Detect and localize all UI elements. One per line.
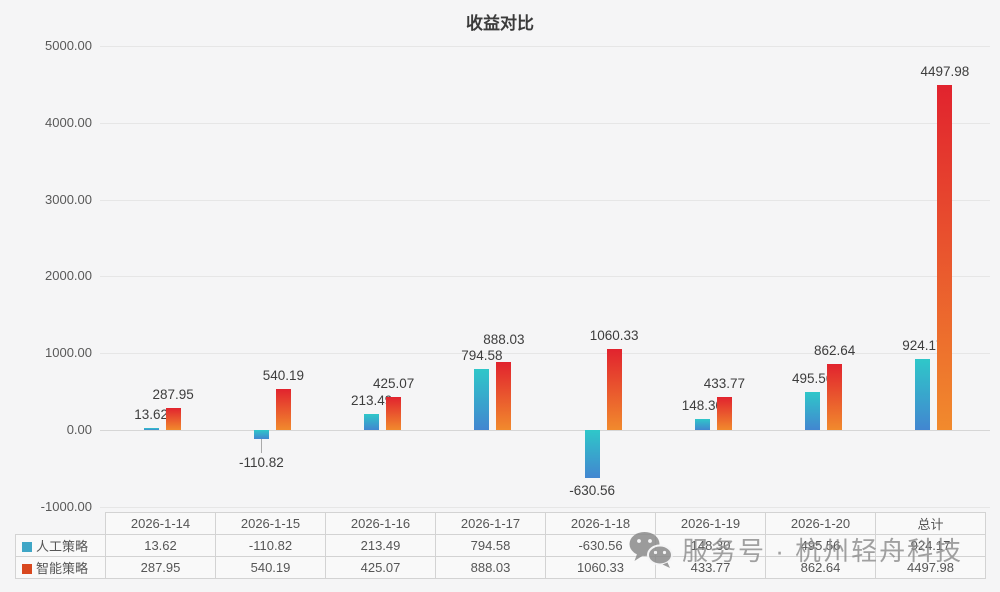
table-value-cell: 495.56	[765, 534, 876, 557]
bar-value-label: 287.95	[152, 386, 194, 402]
bar-value-label: 4497.98	[920, 63, 970, 79]
table-value-cell: 924.17	[875, 534, 986, 557]
legend-swatch	[22, 542, 32, 552]
bar-value-label: -630.56	[569, 483, 616, 499]
table-value-cell: 13.62	[105, 534, 216, 557]
table-row: 智能策略 287.95 540.19 425.07 888.03 1060.33 433.7…	[15, 556, 986, 579]
bar	[805, 391, 821, 430]
bar-value-label: 148.30	[681, 397, 724, 413]
bar-value-label: 433.77	[703, 375, 746, 391]
table-value-cell: 148.30	[655, 534, 766, 557]
table-value-cell: 433.77	[655, 556, 766, 579]
table-value-cell: 213.49	[325, 534, 436, 557]
table-header-cell: 总计	[875, 512, 986, 535]
bar	[584, 430, 600, 479]
y-tick-label: 5000.00	[45, 38, 92, 53]
bar	[275, 388, 291, 430]
table-row: 人工策略 13.62 -110.82 213.49 794.58 -630.56 148.3…	[15, 534, 986, 557]
table-corner-cell	[16, 513, 106, 535]
data-table: 2026-1-14 2026-1-15 2026-1-16 2026-1-17 2026…	[15, 512, 986, 579]
chart-title: 收益对比	[466, 14, 534, 33]
bar	[474, 368, 490, 430]
bar	[165, 407, 181, 430]
y-tick-label: 2000.00	[45, 268, 92, 284]
series-name: 人工策略	[36, 539, 89, 554]
bar	[937, 84, 953, 430]
bar	[364, 413, 380, 430]
table-header-cell: 2026-1-20	[765, 512, 876, 535]
table-value-cell: 540.19	[215, 556, 326, 579]
y-tick-label: -1000.00	[40, 498, 92, 514]
bar	[496, 361, 512, 430]
table-value-cell: 4497.98	[875, 556, 986, 579]
gridline	[100, 506, 990, 508]
bar	[253, 430, 269, 439]
bar-value-label: 495.56	[791, 370, 834, 386]
table-value-cell: 1060.33	[545, 556, 656, 579]
table-header-cell: 2026-1-19	[655, 512, 766, 535]
bar-value-label: 862.64	[813, 342, 856, 358]
table-value-cell: 425.07	[325, 556, 436, 579]
bar-value-label: 425.07	[372, 376, 415, 392]
gridline	[100, 46, 990, 47]
bar-value-label: 540.19	[262, 367, 305, 383]
y-tick-label: 4000.00	[45, 114, 92, 130]
gridline	[100, 122, 990, 124]
bar	[716, 396, 732, 430]
table-header-cell: 2026-1-17	[435, 512, 546, 535]
y-tick-label: 1000.00	[45, 345, 92, 361]
table-value-cell: 287.95	[105, 556, 216, 579]
legend-cell: 人工策略	[15, 534, 106, 557]
table-value-cell: -630.56	[545, 534, 656, 557]
gridline	[100, 276, 990, 278]
data-table-wrap: 2026-1-14 2026-1-15 2026-1-16 2026-1-17 2026…	[15, 512, 986, 579]
bar-value-label: 1060.33	[589, 327, 639, 343]
bar-value-label: -110.82	[238, 454, 284, 470]
bar	[386, 397, 402, 430]
table-value-cell: 888.03	[435, 556, 546, 579]
bar-value-label: 794.58	[461, 347, 503, 363]
legend-cell: 智能策略	[15, 556, 106, 579]
bar-value-label: 888.03	[483, 331, 525, 347]
gridline	[100, 199, 990, 201]
table-header-cell: 2026-1-16	[325, 512, 436, 535]
series-name: 智能策略	[36, 561, 89, 576]
bar-value-label: 13.62	[134, 407, 169, 422]
bar	[606, 348, 622, 430]
table-header-cell: 2026-1-15	[215, 512, 326, 535]
gridline	[100, 353, 990, 355]
bar-value-label: 924.17	[902, 338, 944, 354]
table-header-cell: 2026-1-14	[105, 512, 216, 535]
legend-swatch	[22, 564, 32, 574]
y-tick-label: 3000.00	[45, 191, 92, 207]
bar	[827, 363, 843, 430]
table-value-cell: 794.58	[435, 534, 546, 557]
bar	[694, 418, 710, 430]
table-header-cell: 2026-1-18	[545, 512, 656, 535]
bar	[143, 428, 159, 430]
table-value-cell: 862.64	[765, 556, 876, 579]
gridline	[100, 430, 990, 431]
y-tick-label: 0.00	[66, 422, 92, 437]
table-header-row: 2026-1-14 2026-1-15 2026-1-16 2026-1-17 2026…	[16, 512, 986, 535]
table-value-cell: -110.82	[215, 534, 326, 557]
bar-value-label: 213.49	[350, 392, 393, 408]
bar	[915, 359, 931, 430]
label-leader-line	[261, 438, 263, 453]
